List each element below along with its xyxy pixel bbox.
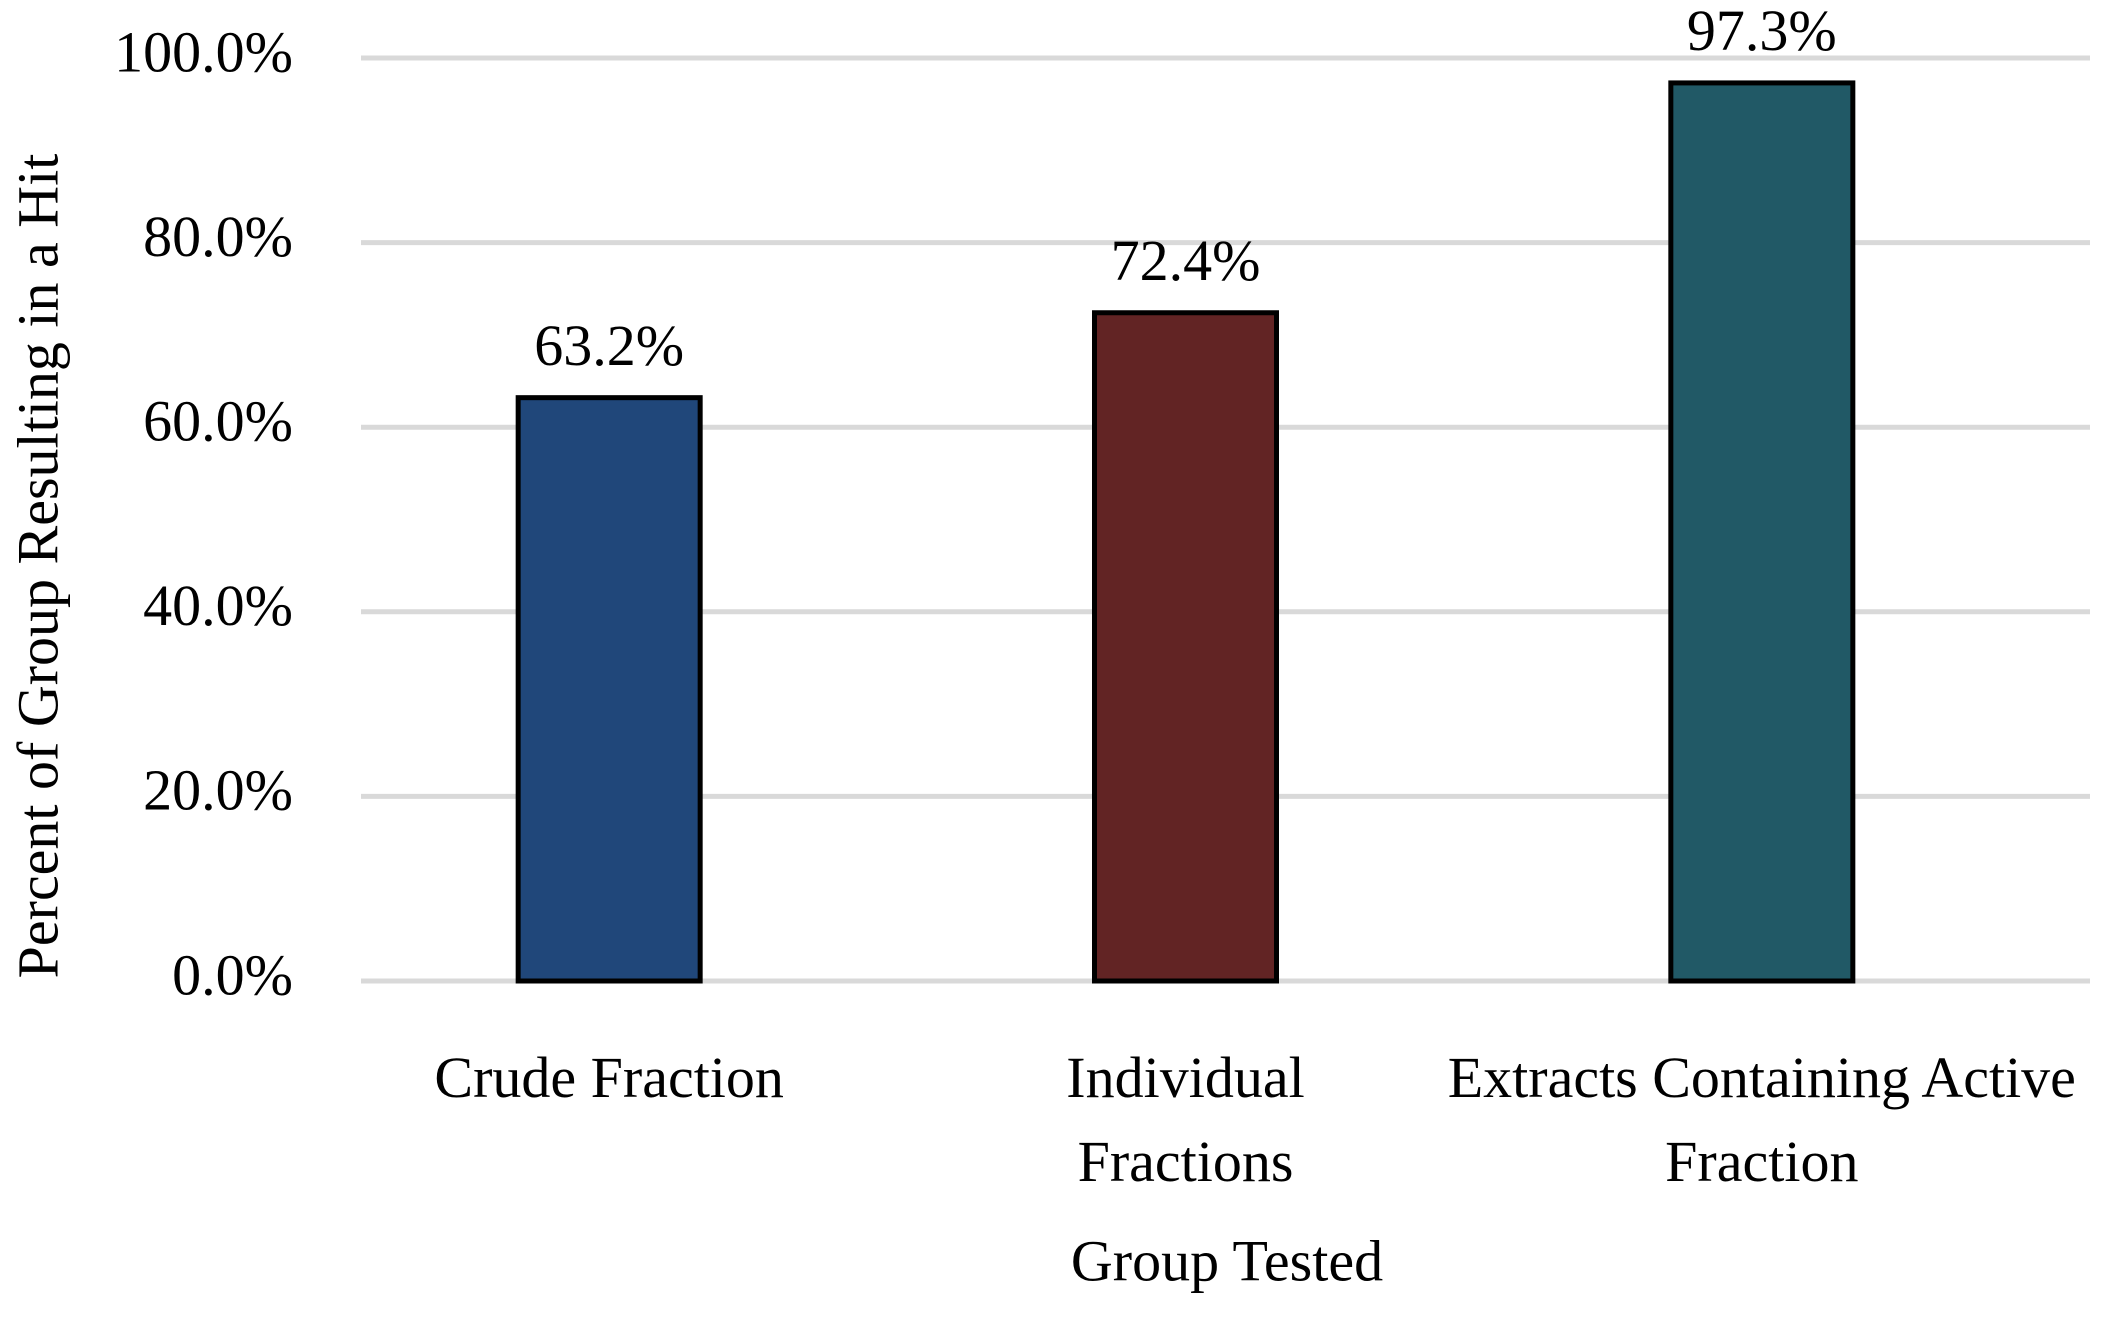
y-tick-label: 60.0% [143,389,293,454]
x-axis-title: Group Tested [1071,1228,1383,1293]
bar [515,395,703,984]
x-tick-label: Extracts Containing Active Fraction [1447,1045,2076,1194]
y-tick-label: 20.0% [143,758,293,823]
y-tick-label: 80.0% [143,204,293,269]
y-tick-label: 0.0% [172,942,293,1007]
y-axis-title: Percent of Group Resulting in a Hit [5,154,70,979]
x-tick-label: Individual Fractions [1066,1045,1305,1194]
data-label: 72.4% [1111,228,1261,293]
x-tick-label: Crude Fraction [434,1045,784,1110]
data-label: 63.2% [534,313,684,378]
y-tick-label: 40.0% [143,573,293,638]
data-label: 97.3% [1687,0,1837,63]
bar [1092,310,1279,984]
bar [1668,80,1856,984]
y-tick-label: 100.0% [114,19,293,84]
